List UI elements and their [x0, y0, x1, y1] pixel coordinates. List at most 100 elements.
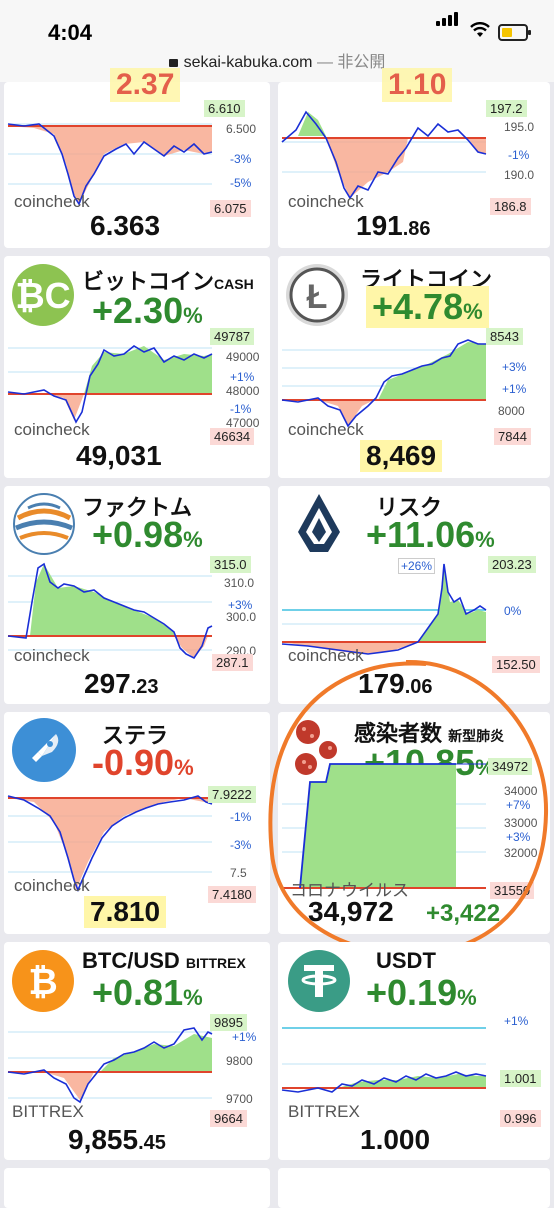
ticker-card-partial-right[interactable]: [278, 1168, 550, 1208]
axis-label: 0%: [504, 604, 522, 618]
lisk-icon: [288, 492, 350, 554]
coin-name: ステラ: [102, 723, 169, 748]
axis-label: 8000: [498, 404, 525, 418]
coin-name: BTC/USD BITTREX: [82, 948, 246, 973]
axis-low: 46634: [210, 428, 255, 445]
exchange-label: BITTREX: [12, 1102, 84, 1121]
axis-high: 8543: [486, 328, 523, 345]
current-price: 191.86: [356, 210, 431, 241]
ticker-card-2[interactable]: 1.10 197.2 195.0 -1% 190.0 186.8 coinche…: [278, 68, 550, 248]
current-price: 1.000: [360, 1124, 431, 1155]
axis-label: +1%: [232, 1030, 257, 1044]
axis-label: +1%: [502, 382, 527, 396]
axis-label: 48000: [226, 384, 260, 398]
coin-name: USDT: [376, 948, 436, 973]
annotation-circle: [268, 659, 549, 957]
axis-high: 9895: [210, 1014, 247, 1031]
axis-high: 34972: [488, 758, 533, 775]
axis-label: +3%: [228, 598, 253, 612]
axis-high: 49787: [210, 328, 255, 345]
status-time: 4:04: [48, 20, 93, 45]
price-chart: [281, 110, 487, 200]
axis-label: 310.0: [224, 576, 255, 590]
axis-label: 195.0: [504, 120, 535, 134]
exchange-label: coincheck: [14, 646, 90, 665]
delta-change: +3,422: [426, 900, 501, 927]
coin-name: 感染者数 新型肺炎: [354, 721, 505, 746]
price-chart: [282, 763, 486, 889]
ticker-card-lisk[interactable]: リスク +11.06% +26% 203.23 0% 152.50 coinch…: [278, 486, 550, 704]
percent-change: +0.19%: [366, 972, 477, 1013]
current-price: 49,031: [76, 440, 162, 471]
exchange-label: coincheck: [14, 876, 90, 895]
coin-name: ファクトム: [82, 495, 193, 520]
axis-label: +1%: [230, 370, 255, 384]
percent-change: +11.06%: [366, 514, 495, 555]
axis-low: 9664: [210, 1110, 247, 1127]
current-price: 9,855.45: [68, 1124, 166, 1155]
axis-low: 152.50: [492, 656, 540, 673]
address-bar[interactable]: sekai-kabuka.com — 非公開: [0, 48, 554, 82]
status-bar: 4:04: [0, 0, 554, 48]
price-chart: [281, 339, 486, 428]
coin-name: ビットコインCASH: [82, 269, 254, 294]
ticker-card-coronavirus-cases[interactable]: 感染者数 新型肺炎 +10.85% 34972 34000 +7% 33000 …: [278, 712, 550, 934]
axis-label: 300.0: [226, 610, 257, 624]
lock-icon: [168, 59, 178, 67]
percent-change: 1.10: [382, 68, 453, 102]
axis-label: 47000: [226, 416, 260, 430]
axis-low: 186.8: [490, 198, 531, 215]
price-chart: [7, 123, 213, 206]
current-price: 6.363: [90, 210, 161, 241]
axis-label: -1%: [230, 810, 252, 824]
axis-label: 6.500: [226, 122, 257, 136]
axis-label: +26%: [398, 558, 436, 574]
axis-label: 33000: [504, 816, 538, 830]
axis-label: 9800: [226, 1054, 253, 1068]
battery-icon: [498, 24, 531, 41]
axis-label: 32000: [504, 846, 538, 860]
axis-label: 7.5: [230, 866, 247, 880]
axis-label: +3%: [502, 360, 527, 374]
factom-icon: [10, 490, 78, 558]
price-chart: [7, 1027, 213, 1104]
privacy-text: — 非公開: [316, 54, 386, 71]
ticker-card-litecoin[interactable]: Ł ライトコイン +4.78% 8543 +3% +1% 8000 7844 c…: [278, 256, 550, 478]
ticker-card-1[interactable]: 2.37 6.610 6.500 -3% -5% 6.075 coincheck…: [4, 68, 270, 248]
axis-label: 190.0: [504, 168, 535, 182]
percent-change: +2.30%: [92, 290, 203, 331]
exchange-label: coincheck: [288, 646, 364, 665]
axis-high: 7.9222: [208, 786, 256, 803]
ticker-card-partial-left[interactable]: [4, 1168, 270, 1208]
percent-change: -0.90%: [92, 742, 194, 783]
ticker-card-bitcoin-cash[interactable]: ₿C ビットコインCASH +2.30% 49787 49000 +1% 480…: [4, 256, 270, 478]
current-price: 297.23: [84, 668, 159, 699]
bitcoin-icon: ₿: [12, 950, 74, 1012]
exchange-label: BITTREX: [288, 1102, 360, 1121]
exchange-label: コロナウイルス: [290, 881, 409, 900]
ticker-card-btc-usd[interactable]: ₿ BTC/USD BITTREX +0.81% 9895 +1% 9800 9…: [4, 942, 270, 1160]
axis-low: 7.4180: [208, 886, 256, 903]
exchange-label: coincheck: [288, 192, 364, 211]
ticker-card-stellar[interactable]: ステラ -0.90% 7.9222 -1% -3% 7.5 7.4180 coi…: [4, 712, 270, 934]
price-chart: [7, 345, 213, 424]
price-chart: [7, 795, 213, 892]
current-price: 8,469: [360, 440, 443, 472]
current-price: 179.06: [358, 668, 433, 699]
stellar-rocket-icon: [12, 718, 76, 782]
wifi-icon: [470, 22, 490, 37]
ticker-card-factom[interactable]: ファクトム +0.98% 315.0 310.0 +3% 300.0 290.0…: [4, 486, 270, 704]
axis-label: 9700: [226, 1092, 253, 1106]
axis-low: 7844: [494, 428, 531, 445]
ticker-card-usdt[interactable]: USDT +0.19% +1% 1.001 0.996 BITTREX 1.00…: [278, 942, 550, 1160]
tether-icon: [288, 950, 350, 1012]
svg-text:Ł: Ł: [307, 278, 328, 316]
bitcoin-cash-icon: ₿C: [12, 264, 74, 326]
percent-change: +4.78%: [366, 286, 489, 328]
axis-low: 287.1: [212, 654, 253, 671]
axis-label: -5%: [230, 176, 252, 190]
domain-text: sekai-kabuka.com: [183, 54, 313, 71]
coin-name: リスク: [376, 495, 443, 520]
axis-label: +3%: [506, 830, 531, 844]
axis-label: -3%: [230, 152, 252, 166]
